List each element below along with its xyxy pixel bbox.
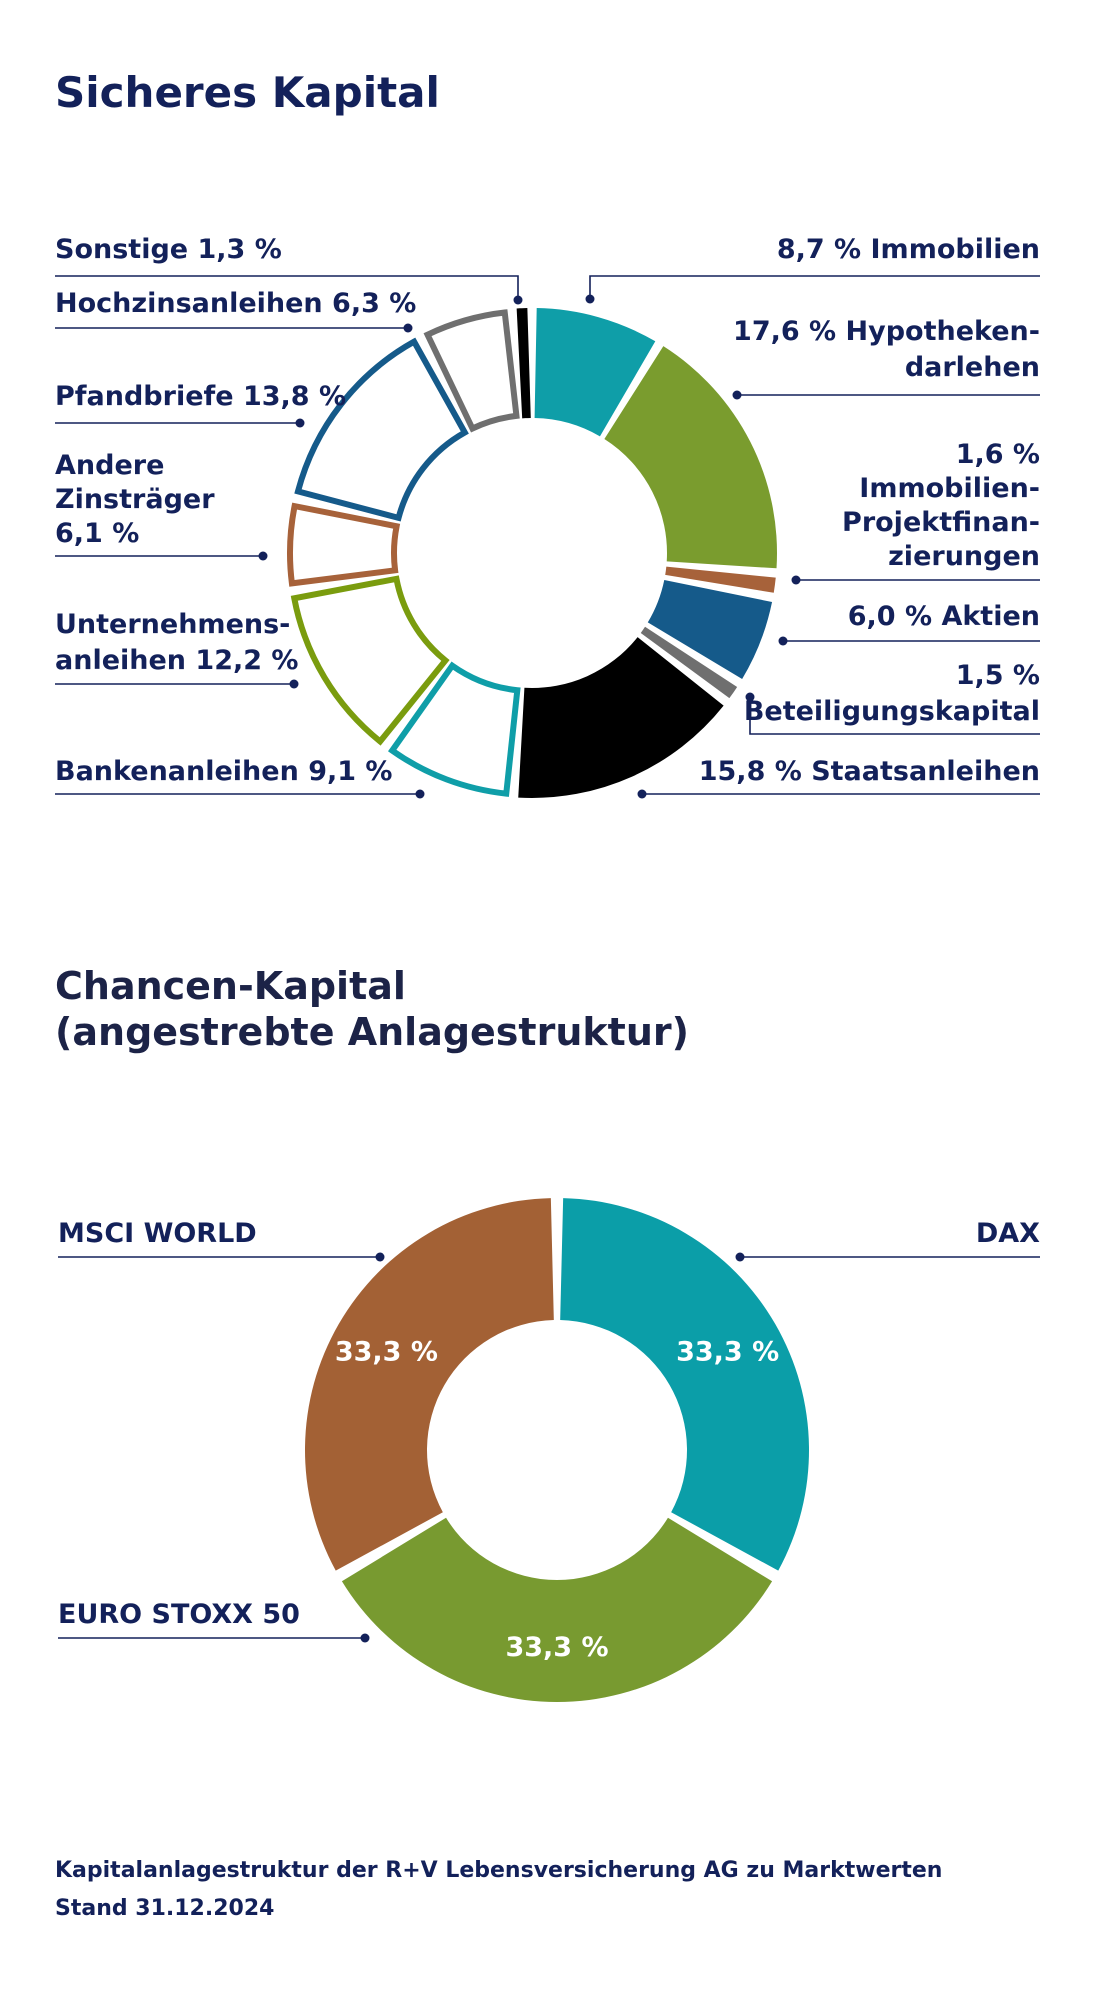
leader-dot-immobilien — [585, 294, 595, 304]
leader-line-beteiligungskapital — [749, 697, 1040, 735]
slice-pfandbriefe — [294, 337, 469, 522]
slice-beteiligungskapital — [640, 626, 738, 699]
leader-dot-staatsanleihen — [637, 789, 647, 799]
slice-sonstige — [516, 308, 531, 419]
leader-dot-andere-zinstraeger — [258, 551, 268, 561]
slice-staatsanleihen — [518, 637, 724, 799]
label-hypothekendarlehen: 17,6 % Hypotheken-darlehen — [733, 316, 1040, 383]
slice-hypothekendarlehen — [604, 346, 777, 569]
label-pfandbriefe: Pfandbriefe 13,8 % — [55, 381, 346, 412]
leader-dot-beteiligungskapital — [745, 692, 755, 702]
leader-line-sonstige — [55, 275, 519, 300]
label-hochzinsanleihen: Hochzinsanleihen 6,3 % — [55, 288, 416, 319]
footer-line-2: Stand 31.12.2024 — [55, 1896, 275, 1921]
leader-dot-unternehmensanleihen — [289, 679, 299, 689]
slice-immobilien — [534, 308, 656, 437]
slice-msci-world — [305, 1198, 554, 1571]
chart-title-line-1: Chancen-Kapital — [55, 964, 406, 1008]
slice-hochzinsanleihen — [423, 309, 520, 433]
label-unternehmensanleihen: Unternehmens-anleihen 12,2 % — [55, 609, 299, 676]
leader-dot-pfandbriefe — [295, 418, 305, 428]
label-group-sonstige: Sonstige 1,3 % — [55, 234, 523, 305]
label-group-staatsanleihen: 15,8 % Staatsanleihen — [637, 756, 1040, 799]
leader-dot-euro-stoxx-50 — [360, 1633, 370, 1643]
label-beteiligungskapital: 1,5 % Beteiligungskapital — [744, 660, 1040, 727]
label-bankenanleihen: Bankenanleihen 9,1 % — [55, 756, 393, 787]
donut-chart-sicheres-kapital: 8,7 % Immobilien 17,6 % Hypotheken-darleh… — [55, 234, 1040, 799]
slice-aktien — [647, 580, 773, 679]
leader-dot-hypothekendarlehen — [732, 390, 742, 400]
label-group-msci-world: MSCI WORLD — [58, 1218, 385, 1262]
label-staatsanleihen: 15,8 % Staatsanleihen — [699, 756, 1040, 787]
label-group-hochzinsanleihen: Hochzinsanleihen 6,3 % — [55, 288, 416, 333]
label-immobilien: 8,7 % Immobilien — [777, 234, 1040, 265]
value-label-euro-stoxx-50: 33,3 % — [505, 1632, 608, 1663]
leader-line-immobilien — [589, 275, 1040, 299]
chart-title-line-2: (angestrebte Anlagestruktur) — [55, 1010, 689, 1054]
label-immobilien-projektfinanzierungen: 1,6 % Immobilien-Projektfinan-zierungen — [842, 439, 1040, 572]
label-group-bankenanleihen: Bankenanleihen 9,1 % — [55, 756, 425, 799]
label-dax: DAX — [976, 1218, 1040, 1249]
label-sonstige: Sonstige 1,3 % — [55, 234, 282, 265]
chart-title-sicheres-kapital: Sicheres Kapital — [55, 68, 440, 117]
leader-dot-aktien — [778, 636, 788, 646]
label-group-hypothekendarlehen: 17,6 % Hypotheken-darlehen — [732, 316, 1040, 400]
label-group-unternehmensanleihen: Unternehmens-anleihen 12,2 % — [55, 609, 299, 689]
slice-immobilien-projektfinanzierungen — [665, 566, 776, 593]
leader-dot-msci-world — [375, 1252, 385, 1262]
footer-line-1: Kapitalanlagestruktur der R+V Lebensvers… — [55, 1858, 943, 1883]
label-group-beteiligungskapital: 1,5 % Beteiligungskapital — [744, 660, 1040, 735]
label-group-dax: DAX — [735, 1218, 1040, 1262]
value-label-dax: 33,3 % — [676, 1337, 779, 1368]
label-group-andere-zinstraeger: Andere Zinsträger 6,1 % — [55, 450, 268, 561]
leader-dot-dax — [735, 1252, 745, 1262]
donut-chart-chancen-kapital: 33,3 % DAX 33,3 % EURO STOXX 50 33,3 % MSCI W… — [58, 1198, 1040, 1702]
slice-bankenanleihen — [388, 661, 521, 797]
leader-dot-hochzinsanleihen — [403, 323, 413, 333]
leader-dot-immobilien-projektfinanzierungen — [791, 575, 801, 585]
label-group-aktien: 6,0 % Aktien — [778, 601, 1040, 646]
chart-title-chancen-kapital: Chancen-Kapital (angestrebte Anlagestruk… — [55, 963, 689, 1055]
leader-dot-bankenanleihen — [415, 789, 425, 799]
leader-dot-sonstige — [513, 295, 523, 305]
label-group-euro-stoxx-50: EURO STOXX 50 — [58, 1599, 370, 1643]
label-msci-world: MSCI WORLD — [58, 1218, 257, 1249]
label-group-immobilien-projektfinanzierungen: 1,6 % Immobilien-Projektfinan-zierungen — [791, 439, 1040, 585]
slice-andere-zinstraeger — [287, 502, 401, 587]
label-group-pfandbriefe: Pfandbriefe 13,8 % — [55, 381, 346, 428]
slice-dax — [560, 1198, 809, 1571]
label-andere-zinstraeger: Andere Zinsträger 6,1 % — [55, 450, 215, 549]
label-aktien: 6,0 % Aktien — [848, 601, 1040, 632]
footer-note: Kapitalanlagestruktur der R+V Lebensvers… — [55, 1852, 942, 1928]
label-euro-stoxx-50: EURO STOXX 50 — [58, 1599, 300, 1630]
slice-euro-stoxx-50 — [341, 1517, 773, 1702]
label-group-immobilien: 8,7 % Immobilien — [585, 234, 1040, 304]
slice-unternehmensanleihen — [290, 575, 450, 746]
value-label-msci-world: 33,3 % — [335, 1337, 438, 1368]
